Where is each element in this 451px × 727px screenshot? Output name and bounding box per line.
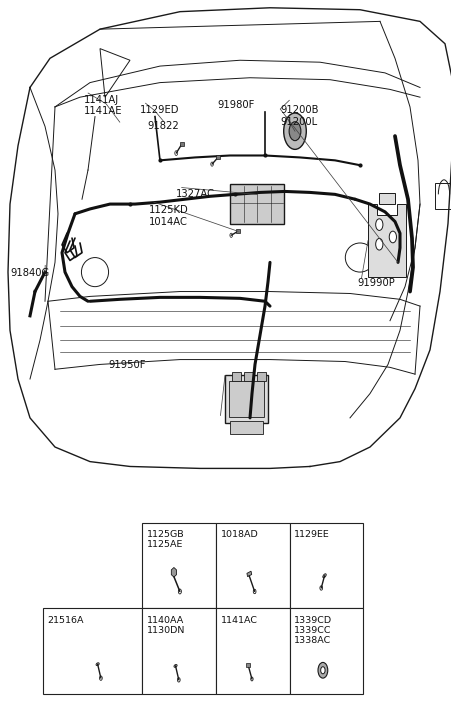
Circle shape <box>253 590 255 594</box>
Text: 1141AC: 1141AC <box>220 616 257 624</box>
Ellipse shape <box>96 663 99 666</box>
Bar <box>378 193 394 204</box>
Circle shape <box>375 219 382 230</box>
Text: 1141AJ
1141AE: 1141AJ 1141AE <box>83 95 122 116</box>
Text: 1339CD
1339CC
1338AC: 1339CD 1339CC 1338AC <box>294 616 331 645</box>
Bar <box>216 523 289 608</box>
Circle shape <box>210 162 213 166</box>
Bar <box>246 571 251 577</box>
Bar <box>289 523 363 608</box>
Text: 91950F: 91950F <box>108 360 146 370</box>
Circle shape <box>375 238 382 250</box>
Circle shape <box>318 662 327 678</box>
Text: 91840G: 91840G <box>10 268 49 278</box>
Circle shape <box>388 231 396 243</box>
Text: 91980F: 91980F <box>216 100 254 111</box>
Bar <box>244 371 253 380</box>
Bar <box>142 523 216 608</box>
Text: 91200B
91200L: 91200B 91200L <box>280 105 318 127</box>
Circle shape <box>320 667 324 674</box>
Bar <box>142 608 216 694</box>
Circle shape <box>175 150 177 156</box>
Text: 1327AC: 1327AC <box>176 189 215 199</box>
Circle shape <box>177 678 180 682</box>
Circle shape <box>99 676 102 680</box>
Circle shape <box>178 589 181 594</box>
Bar <box>216 608 289 694</box>
Text: 21516A: 21516A <box>47 616 84 624</box>
Bar <box>225 375 267 422</box>
Bar <box>229 420 263 433</box>
Text: 1140AA
1130DN: 1140AA 1130DN <box>147 616 185 635</box>
Circle shape <box>250 677 253 681</box>
Circle shape <box>230 233 232 237</box>
Text: 91990P: 91990P <box>356 278 394 289</box>
Ellipse shape <box>322 574 326 578</box>
Polygon shape <box>367 204 405 277</box>
Text: 91822: 91822 <box>147 121 178 132</box>
Bar <box>289 608 363 694</box>
Bar <box>228 381 264 417</box>
Bar <box>231 371 240 380</box>
Ellipse shape <box>174 664 177 667</box>
Text: 1129ED: 1129ED <box>140 105 179 116</box>
Text: 1129EE: 1129EE <box>294 530 329 539</box>
Circle shape <box>289 121 300 140</box>
Bar <box>230 183 284 223</box>
Circle shape <box>283 113 306 149</box>
Bar <box>43 608 142 694</box>
Circle shape <box>319 586 322 590</box>
Text: 1125GB
1125AE: 1125GB 1125AE <box>147 530 184 549</box>
Text: 1125KD
1014AC: 1125KD 1014AC <box>149 205 189 227</box>
Text: 1018AD: 1018AD <box>220 530 258 539</box>
Bar <box>257 371 266 380</box>
Polygon shape <box>434 182 451 209</box>
